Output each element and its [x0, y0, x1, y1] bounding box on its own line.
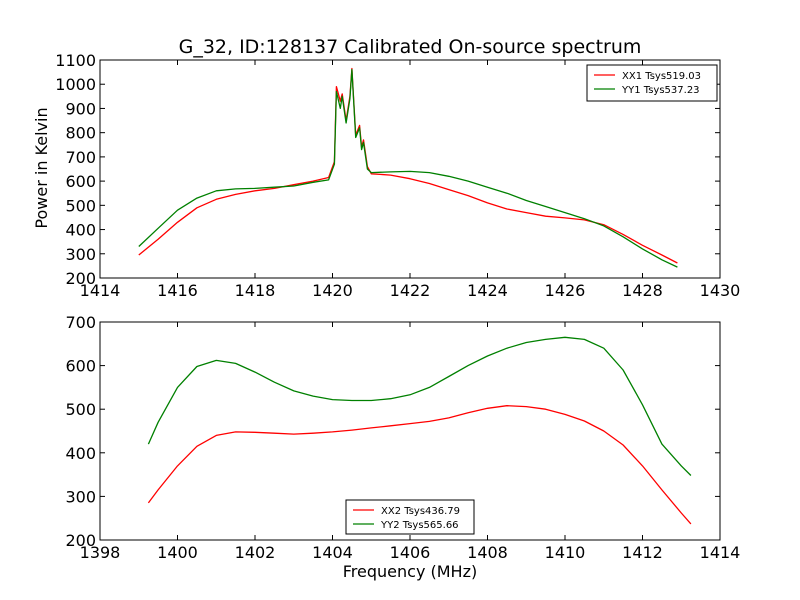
top-x-tick-label: 1418	[235, 281, 276, 300]
top-x-tick-label: 1422	[390, 281, 431, 300]
top-x-tick-label: 1414	[80, 281, 121, 300]
top-x-tick-label: 1428	[622, 281, 663, 300]
bottom-x-tick-label: 1412	[622, 543, 663, 562]
top-y-tick-label: 200	[65, 269, 96, 288]
bottom-y-tick-label: 200	[65, 531, 96, 550]
top-x-tick-label: 1430	[700, 281, 741, 300]
top-chart-title: G_32, ID:128137 Calibrated On-source spe…	[179, 36, 642, 58]
top-legend-box	[586, 64, 718, 102]
top-legend-label: YY1 Tsys537.23	[621, 85, 700, 96]
top-legend: XX1 Tsys519.03 YY1 Tsys537.23	[586, 64, 718, 102]
top-y-tick-label: 700	[65, 148, 96, 167]
bottom-x-axis-label: Frequency (MHz)	[343, 562, 477, 581]
bottom-y-tick-label: 500	[65, 400, 96, 419]
top-y-tick-label: 400	[65, 221, 96, 240]
top-series-line-2	[138, 69, 678, 268]
top-x-tick-label: 1416	[157, 281, 198, 300]
bottom-series-line-1	[147, 405, 692, 525]
bottom-y-tick-label: 300	[65, 487, 96, 506]
top-y-tick-label: 1000	[55, 75, 96, 94]
bottom-spectrum-plot: 1398 1400 1402 1404 1406 1408 1410 1412 1414 200 3…	[65, 313, 740, 562]
bottom-legend-label: YY2 Tsys565.66	[380, 520, 459, 531]
top-y-tick-label: 600	[65, 172, 96, 191]
top-spectrum-plot: 1414 1416 1418 1420 1422 1424 1426 1428 1430 200 3…	[55, 51, 740, 300]
bottom-series-line-2	[147, 336, 692, 476]
top-legend-label: XX1 Tsys519.03	[622, 71, 701, 82]
bottom-legend-label: XX2 Tsys436.79	[381, 506, 460, 517]
bottom-x-tick-label: 1404	[312, 543, 353, 562]
bottom-legend-box	[345, 499, 475, 535]
top-y-tick-label: 900	[65, 99, 96, 118]
bottom-y-tick-label: 700	[65, 313, 96, 332]
bottom-y-tick-label: 400	[65, 444, 96, 463]
top-x-tick-label: 1426	[545, 281, 586, 300]
bottom-x-tick-label: 1400	[157, 543, 198, 562]
top-y-tick-label: 1100	[55, 51, 96, 70]
bottom-legend: XX2 Tsys436.79 YY2 Tsys565.66	[345, 499, 475, 535]
top-x-tick-label: 1424	[467, 281, 508, 300]
bottom-x-tick-label: 1410	[545, 543, 586, 562]
bottom-y-tick-label: 600	[65, 357, 96, 376]
top-y-tick-label: 800	[65, 124, 96, 143]
bottom-x-tick-label: 1402	[235, 543, 276, 562]
bottom-x-tick-label: 1398	[80, 543, 121, 562]
top-x-tick-label: 1420	[312, 281, 353, 300]
bottom-x-tick-label: 1406	[390, 543, 431, 562]
top-y-tick-label: 500	[65, 196, 96, 215]
bottom-x-tick-label: 1414	[700, 543, 741, 562]
top-y-tick-label: 300	[65, 245, 96, 264]
top-y-axis-label: Power in Kelvin	[32, 107, 51, 228]
bottom-x-tick-label: 1408	[467, 543, 508, 562]
